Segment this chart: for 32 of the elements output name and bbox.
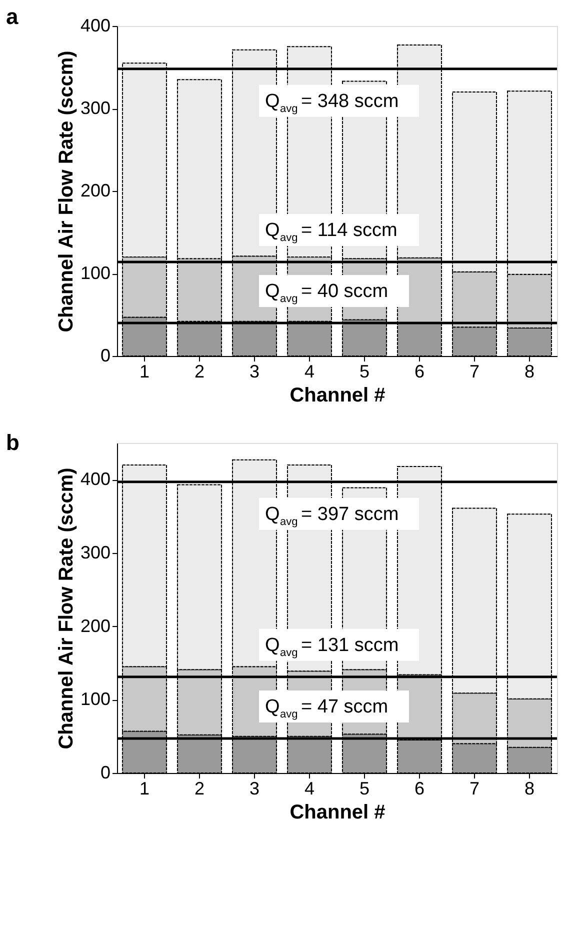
y-tick-label: 200 bbox=[80, 616, 110, 636]
x-axis-title: Channel # bbox=[290, 384, 386, 406]
x-tick-label: 1 bbox=[139, 778, 150, 798]
y-tick-label: 0 bbox=[100, 346, 110, 366]
x-tick-label: 8 bbox=[524, 778, 535, 798]
x-tick-label: 2 bbox=[194, 362, 205, 382]
chart-title: a bbox=[6, 4, 19, 29]
y-tick-label: 300 bbox=[80, 542, 110, 562]
y-tick-label: 100 bbox=[80, 689, 110, 710]
y-axis-title: Channel Air Flow Rate (sccm) bbox=[55, 468, 78, 750]
x-tick-label: 5 bbox=[359, 362, 370, 382]
x-axis-title: Channel # bbox=[290, 802, 386, 824]
y-tick-label: 100 bbox=[80, 263, 110, 283]
x-tick-label: 4 bbox=[304, 778, 315, 798]
x-tick-label: 2 bbox=[194, 778, 205, 798]
y-tick-label: 400 bbox=[80, 16, 110, 36]
x-tick-label: 8 bbox=[524, 362, 535, 382]
x-tick-label: 4 bbox=[304, 362, 315, 382]
chart-title: b bbox=[6, 430, 20, 455]
x-tick-label: 3 bbox=[249, 362, 260, 382]
x-tick-label: 1 bbox=[139, 362, 150, 382]
y-tick-label: 400 bbox=[80, 469, 110, 490]
y-axis-title: Channel Air Flow Rate (sccm) bbox=[55, 50, 78, 332]
y-tick-label: 0 bbox=[100, 762, 110, 782]
x-tick-label: 7 bbox=[469, 362, 480, 382]
x-tick-label: 3 bbox=[249, 778, 260, 798]
x-tick-label: 6 bbox=[414, 362, 425, 382]
x-tick-label: 7 bbox=[469, 778, 480, 798]
y-tick-label: 200 bbox=[80, 180, 110, 200]
x-tick-label: 5 bbox=[359, 778, 370, 798]
y-tick-label: 300 bbox=[80, 98, 110, 118]
x-tick-label: 6 bbox=[414, 778, 425, 798]
